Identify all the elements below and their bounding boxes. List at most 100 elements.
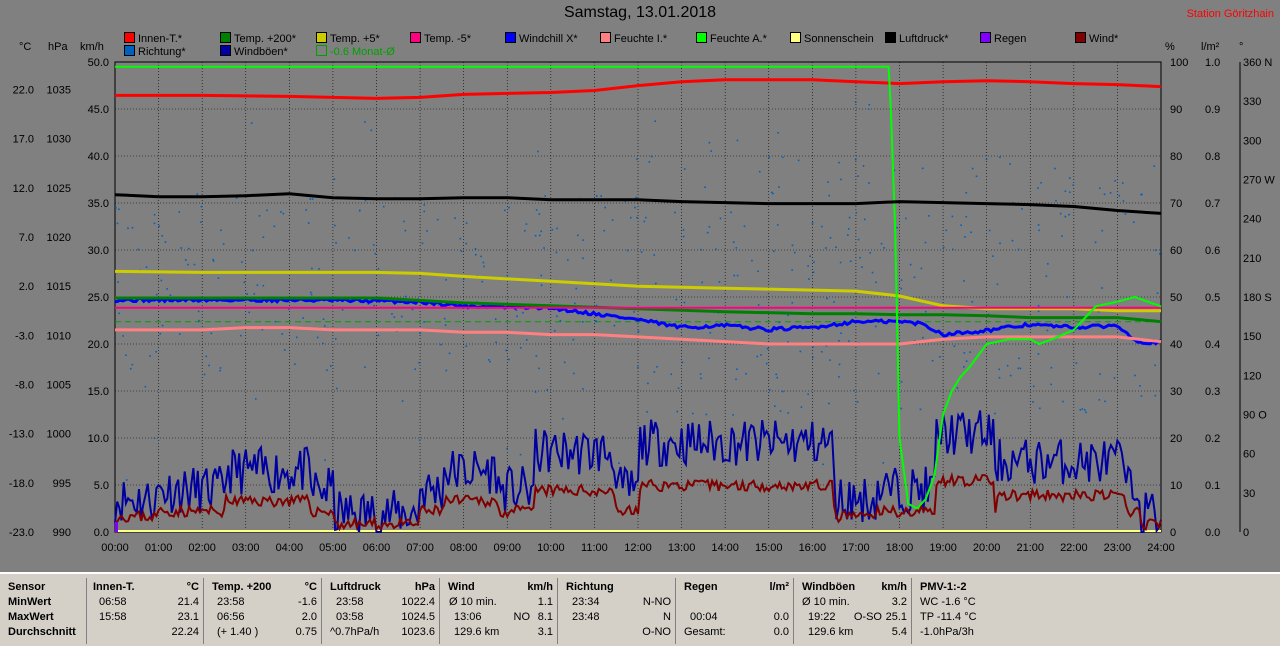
richtung-dot <box>730 211 732 214</box>
legend-swatch <box>124 45 135 56</box>
richtung-dot <box>1084 409 1086 411</box>
richtung-min: 23:34 N-NO <box>558 595 675 610</box>
richtung-dot <box>648 161 651 163</box>
richtung-dot <box>766 347 769 350</box>
percent-tick-label: 100 <box>1170 57 1188 69</box>
x-tick-label: 10:00 <box>537 542 565 554</box>
richtung-dot <box>1037 353 1040 355</box>
richtung-dot <box>812 271 815 274</box>
richtung-dot <box>645 216 647 219</box>
richtung-dot <box>335 387 338 390</box>
richtung-dot <box>998 376 1001 379</box>
kmh-tick-label: 50.0 <box>88 57 109 69</box>
richtung-dot <box>1017 248 1020 251</box>
richtung-dot <box>445 369 448 372</box>
legend-item-13: -0.6 Monat-Ø <box>316 45 395 58</box>
col-druck-header: Luftdruck hPa <box>322 580 439 595</box>
regen-h2: l/m² <box>769 581 789 593</box>
innen-avg: 22.24 <box>87 625 203 640</box>
x-tick-label: 15:00 <box>755 542 783 554</box>
temp200-avg-val: 0.75 <box>295 626 317 638</box>
richtung-dot <box>758 170 761 173</box>
richtung-dot <box>919 408 922 411</box>
richtung-dot <box>880 242 883 245</box>
richtung-dot <box>708 226 711 228</box>
richtung-dot <box>556 315 558 318</box>
col-boeen-header: Windböen km/h <box>794 580 911 595</box>
richtung-dot <box>812 356 814 359</box>
x-tick-label: 06:00 <box>363 542 391 554</box>
richtung-dot <box>504 209 506 212</box>
unit-celsius: °C <box>19 41 32 53</box>
richtung-dot <box>733 274 736 277</box>
series-regen <box>115 522 118 532</box>
richtung-dot <box>699 373 702 375</box>
unit-lm2: l/m² <box>1201 41 1220 53</box>
richtung-dot <box>535 355 538 357</box>
richtung-dot <box>861 266 863 268</box>
richtung-dot <box>757 270 759 273</box>
richtung-dot <box>266 209 268 212</box>
richtung-dot <box>166 288 168 290</box>
richtung-dot <box>896 226 898 229</box>
druck-max: 03:58 1024.5 <box>322 610 439 625</box>
richtung-dot <box>322 318 325 320</box>
richtung-dot <box>196 193 199 195</box>
richtung-dot <box>553 329 556 332</box>
richtung-dot <box>782 390 784 393</box>
richtung-dot <box>653 371 656 373</box>
richtung-dot <box>654 120 656 122</box>
richtung-dot <box>1114 180 1116 182</box>
innen-max-time: 15:58 <box>99 611 127 623</box>
wind-min-label: Ø 10 min. <box>449 596 497 608</box>
lm2-tick-label: 0.3 <box>1205 386 1220 398</box>
richtung-dot <box>519 453 522 456</box>
col-regen-header: Regen l/m² <box>676 580 793 595</box>
richtung-dot <box>307 222 310 224</box>
legend-label: -0.6 Monat-Ø <box>330 46 395 58</box>
richtung-dot <box>1153 165 1156 167</box>
regen-max: 00:04 0.0 <box>676 610 793 625</box>
richtung-dot <box>563 361 566 364</box>
x-tick-label: 02:00 <box>188 542 216 554</box>
col-innen-header: Innen-T. °C <box>87 580 203 595</box>
kmh-tick-label: 30.0 <box>88 245 109 257</box>
richtung-dot <box>295 336 298 339</box>
richtung-dot <box>718 281 721 283</box>
richtung-dot <box>787 412 790 414</box>
druck-max-time: 03:58 <box>336 611 364 623</box>
celsius-tick-label: -23.0 <box>9 527 34 539</box>
richtung-dot <box>519 346 522 349</box>
richtung-dot <box>838 363 841 366</box>
wind-avg-dist: 129.6 km <box>454 626 500 638</box>
richtung-dot <box>701 281 704 284</box>
hpa-tick-label: 1030 <box>47 134 71 146</box>
percent-tick-label: 10 <box>1170 480 1182 492</box>
richtung-dot <box>603 229 606 232</box>
deg-tick-label: 90 O <box>1243 410 1267 422</box>
wind-avg-val: 3.1 <box>537 626 553 638</box>
richtung-dot <box>826 297 828 300</box>
richtung-dot <box>1159 253 1161 255</box>
legend-item-8: Luftdruck* <box>885 32 949 45</box>
richtung-dot <box>243 281 246 284</box>
legend-swatch <box>316 32 327 43</box>
richtung-dot <box>1018 357 1020 360</box>
richtung-dot <box>1072 184 1075 186</box>
row-labels-col: Sensor MinWert MaxWert Durchschnitt <box>0 578 87 644</box>
richtung-dot <box>855 211 858 214</box>
richtung-dot <box>1050 383 1053 386</box>
richtung-dot <box>311 198 314 200</box>
richtung-dot <box>854 158 857 161</box>
richtung-dot <box>928 215 930 217</box>
richtung-dot <box>683 168 686 170</box>
richtung-dot <box>158 225 161 228</box>
row-label-min: MinWert <box>8 596 52 608</box>
richtung-dot <box>219 369 221 372</box>
richtung-dot <box>769 389 771 391</box>
richtung-dot <box>418 439 421 441</box>
richtung-max: 23:48 N <box>558 610 675 625</box>
richtung-dot <box>1068 177 1071 179</box>
innen-min-val: 21.4 <box>177 596 199 608</box>
x-tick-label: 12:00 <box>624 542 652 554</box>
